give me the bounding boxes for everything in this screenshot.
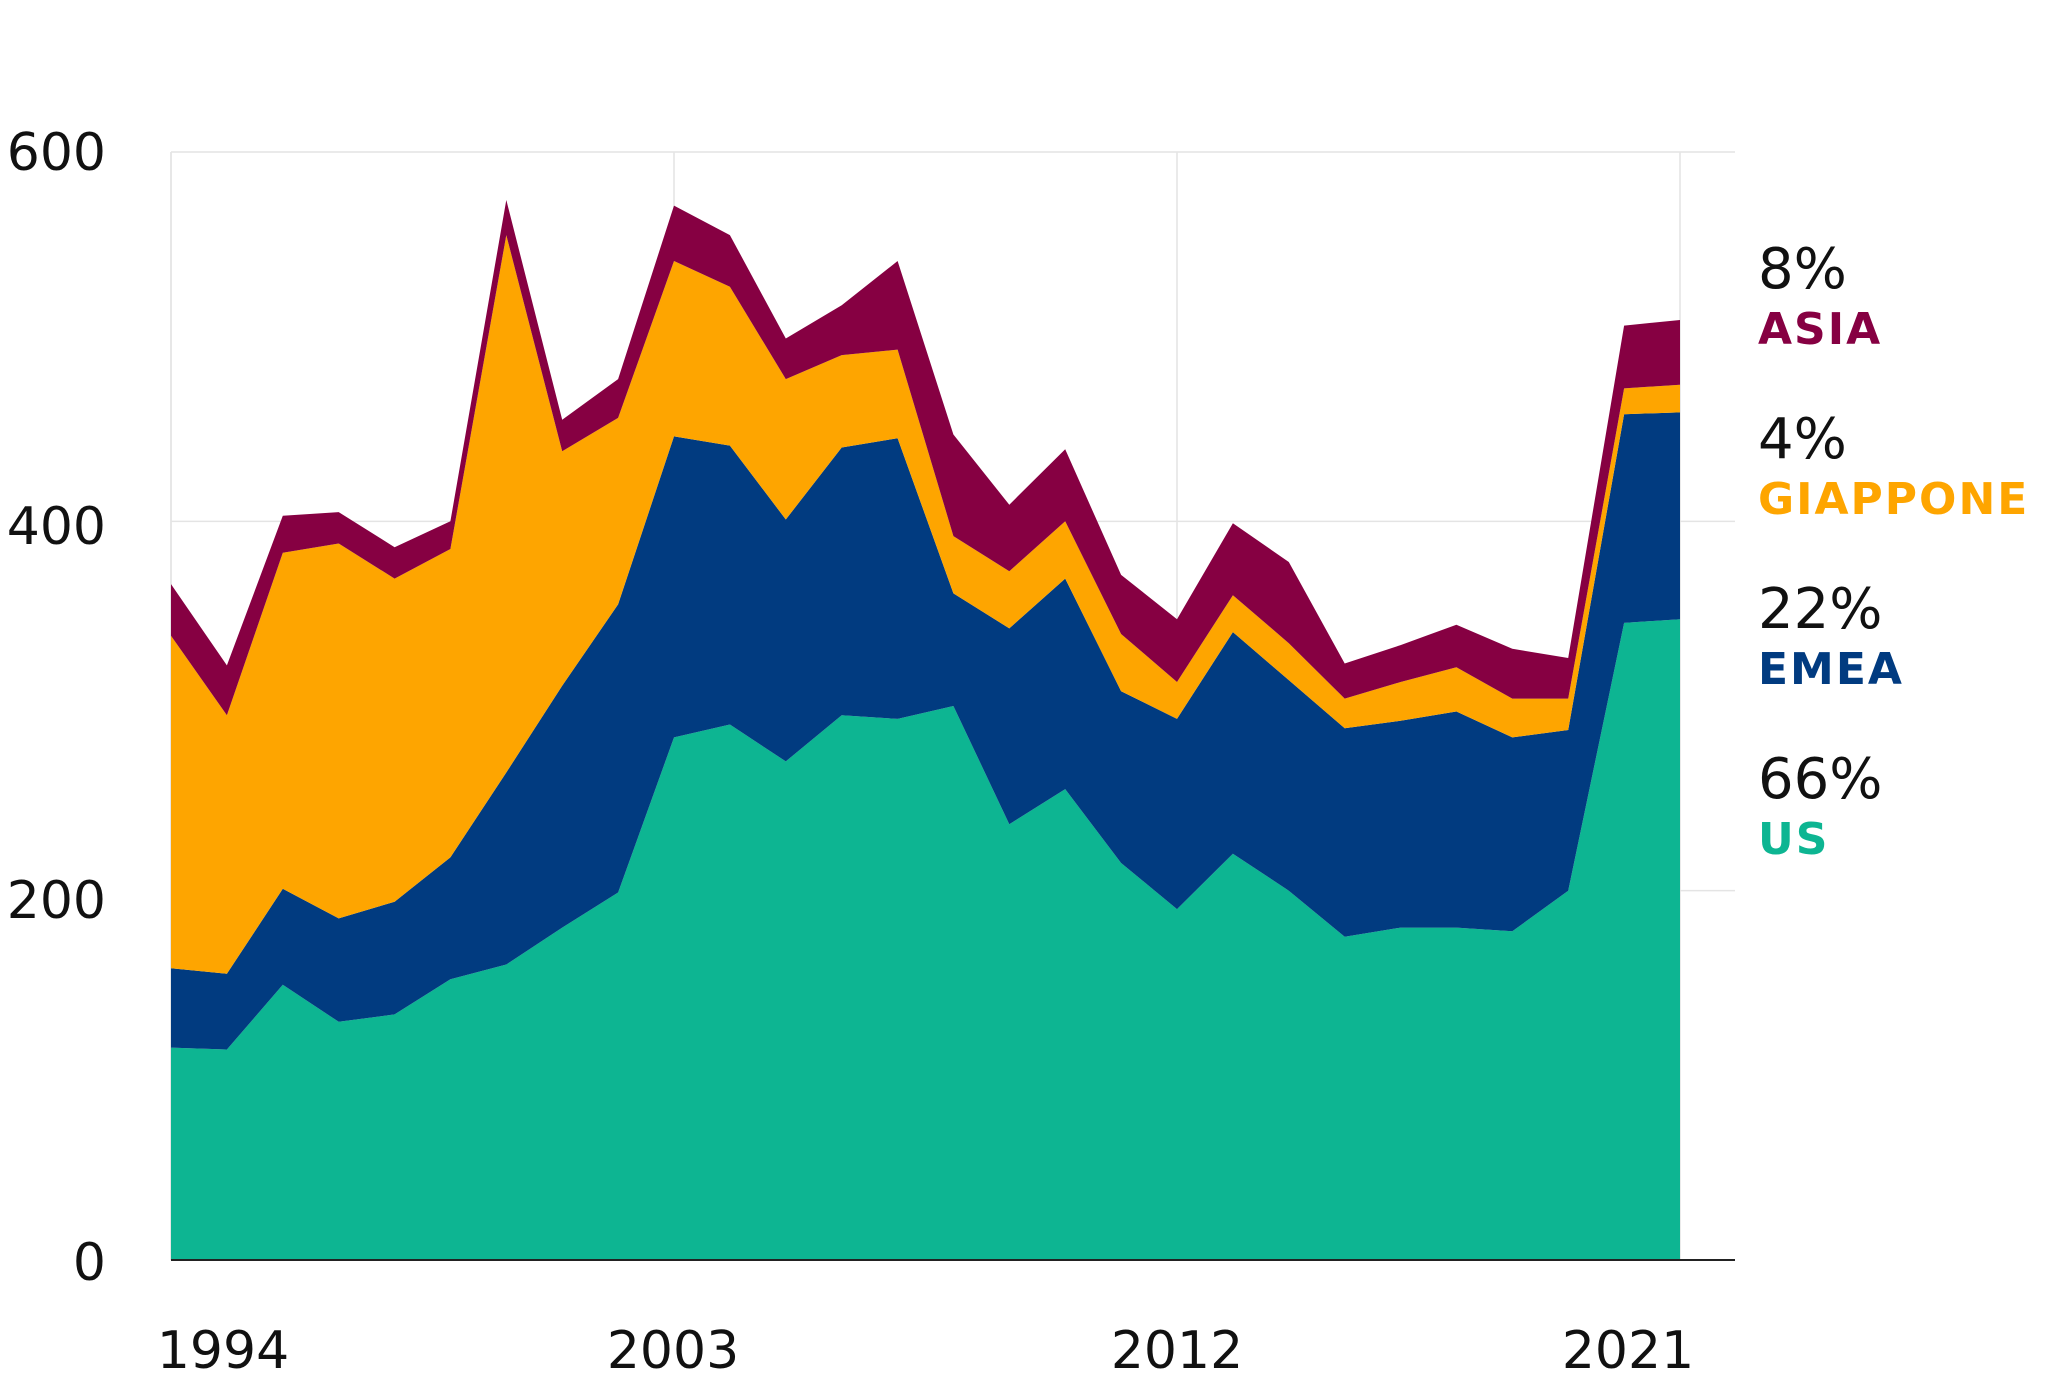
legend-label-emea: EMEA — [1758, 644, 1904, 695]
x-tick-label: 2021 — [1562, 1321, 1694, 1381]
area-series-asia — [171, 200, 1680, 716]
x-tick-label: 2012 — [1111, 1321, 1243, 1381]
area-series-emea — [171, 412, 1680, 1050]
y-tick-label: 200 — [7, 871, 106, 931]
y-tick-label: 400 — [7, 497, 106, 557]
y-tick-labels: 0 200 400 600 — [7, 123, 106, 1293]
y-tick-label: 0 — [73, 1233, 106, 1293]
legend-label-us: US — [1758, 814, 1829, 865]
legend-pct-us: 66% — [1758, 747, 1882, 812]
legend-pct-giappone: 4% — [1758, 407, 1847, 472]
legend-label-giappone: GIAPPONE — [1758, 474, 2029, 525]
legend: 8% ASIA 4% GIAPPONE 22% EMEA 66% US — [1758, 237, 2029, 865]
y-tick-label: 600 — [7, 123, 106, 183]
area-series-giappone — [171, 235, 1680, 974]
x-tick-labels: 1994 2003 2012 2021 — [157, 1321, 1694, 1381]
area-series — [171, 200, 1680, 1260]
area-series-us — [171, 619, 1680, 1260]
x-tick-label: 2003 — [607, 1321, 739, 1381]
legend-pct-asia: 8% — [1758, 237, 1847, 302]
legend-label-asia: ASIA — [1758, 304, 1882, 355]
legend-pct-emea: 22% — [1758, 577, 1882, 642]
x-tick-label: 1994 — [157, 1321, 289, 1381]
